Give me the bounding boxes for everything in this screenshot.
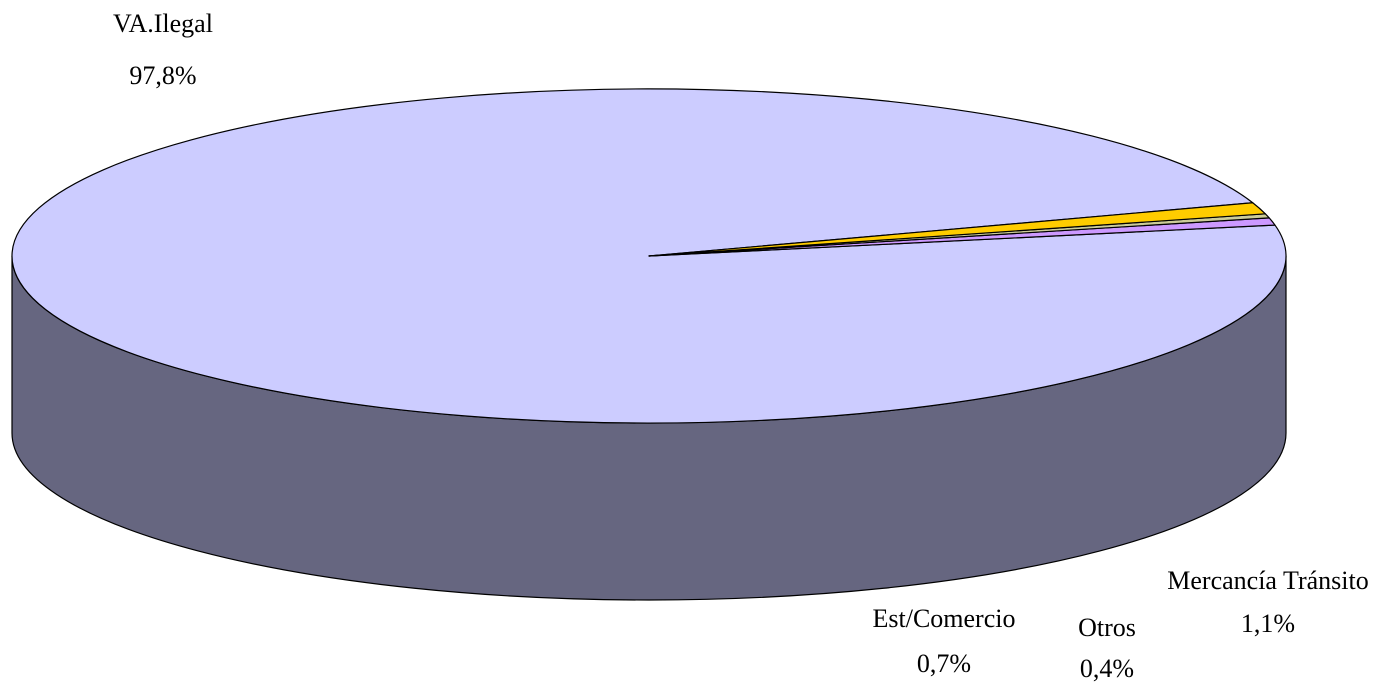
pie-slice-mercancia-transito bbox=[648, 202, 1266, 257]
slice-label-va-ilegal: VA.Ilegal bbox=[113, 9, 213, 38]
slice-label-otros: Otros bbox=[1078, 613, 1136, 642]
pie-tops bbox=[11, 88, 1287, 424]
slice-label-mercancia-transito: Mercancía Tránsito bbox=[1167, 566, 1368, 595]
slice-label-est-comercio: Est/Comercio bbox=[873, 604, 1016, 633]
slice-value-mercancia-transito: 1,1% bbox=[1241, 609, 1295, 638]
slice-value-otros: 0,4% bbox=[1080, 654, 1134, 683]
slice-value-va-ilegal: 97,8% bbox=[129, 61, 196, 90]
slice-value-est-comercio: 0,7% bbox=[917, 649, 971, 678]
